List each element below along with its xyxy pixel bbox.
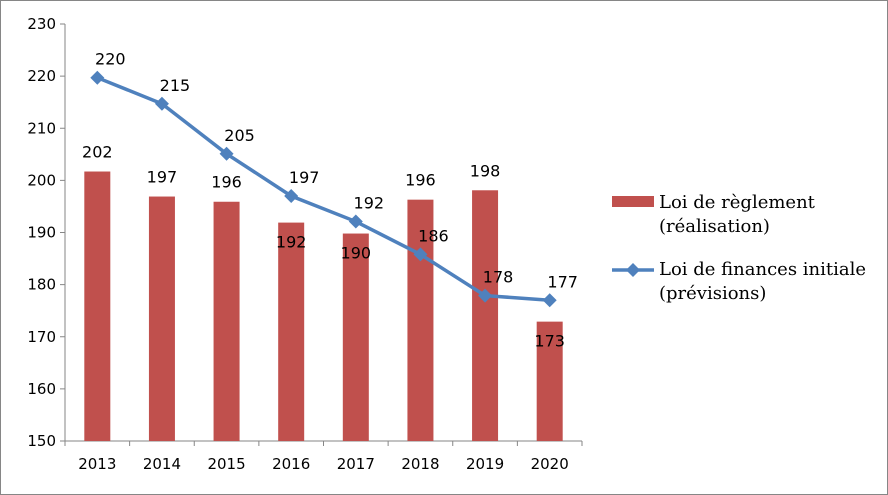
diamond-marker: [413, 247, 428, 262]
legend-label: (prévisions): [659, 283, 766, 304]
x-tick-label: 2018: [401, 455, 439, 473]
x-tick-label: 2016: [272, 455, 310, 473]
x-tick-label: 2013: [78, 455, 116, 473]
y-tick-label: 220: [27, 67, 56, 85]
diamond-marker: [478, 288, 493, 303]
line-data-label: 205: [224, 126, 255, 145]
diamond-marker: [542, 293, 557, 308]
bar: [213, 201, 240, 441]
y-tick-label: 190: [27, 224, 56, 242]
bar-data-label: 196: [211, 173, 242, 192]
legend-diamond-marker: [626, 263, 640, 277]
bar: [342, 233, 369, 441]
bar-data-label: 190: [341, 244, 372, 263]
x-tick-label: 2020: [531, 455, 569, 473]
bar-data-label: 197: [147, 168, 178, 187]
diamond-marker: [154, 96, 169, 111]
bar: [472, 190, 499, 441]
x-tick-label: 2017: [337, 455, 375, 473]
diamond-marker: [90, 70, 105, 85]
bar: [407, 199, 434, 441]
x-tick-label: 2014: [143, 455, 181, 473]
line-data-label: 192: [354, 194, 385, 213]
bar: [536, 321, 563, 441]
diamond-marker: [284, 189, 299, 204]
diamond-marker: [219, 146, 234, 161]
line-data-label: 197: [289, 168, 320, 187]
line-data-label: 177: [547, 272, 578, 291]
legend-swatch-bar: [612, 196, 654, 207]
bar: [148, 196, 175, 441]
y-tick-label: 170: [27, 328, 56, 346]
line-data-label: 220: [95, 50, 126, 69]
bar-data-label: 173: [534, 332, 565, 351]
y-tick-label: 200: [27, 171, 56, 189]
series-line: [96, 76, 550, 303]
y-tick-label: 210: [27, 119, 56, 137]
legend-label: Loi de règlement: [659, 192, 816, 213]
bar-data-label: 196: [405, 171, 436, 190]
line-data-label: 186: [418, 226, 449, 245]
bar: [84, 171, 111, 442]
bar: [278, 222, 305, 441]
x-tick-label: 2015: [207, 455, 245, 473]
line-data-label: 215: [160, 76, 191, 95]
y-tick-label: 230: [27, 15, 56, 33]
y-tick-label: 150: [27, 432, 56, 450]
bar-data-label: 192: [276, 233, 307, 252]
diamond-marker: [348, 214, 363, 229]
legend-label: Loi de finances initiale: [659, 259, 866, 280]
line-data-label: 178: [483, 268, 514, 287]
y-tick-label: 160: [27, 380, 56, 398]
bar-data-label: 202: [82, 143, 113, 162]
legend-label: (réalisation): [659, 216, 770, 237]
y-tick-label: 180: [27, 276, 56, 294]
x-tick-label: 2019: [466, 455, 504, 473]
bar-data-label: 198: [470, 161, 501, 180]
